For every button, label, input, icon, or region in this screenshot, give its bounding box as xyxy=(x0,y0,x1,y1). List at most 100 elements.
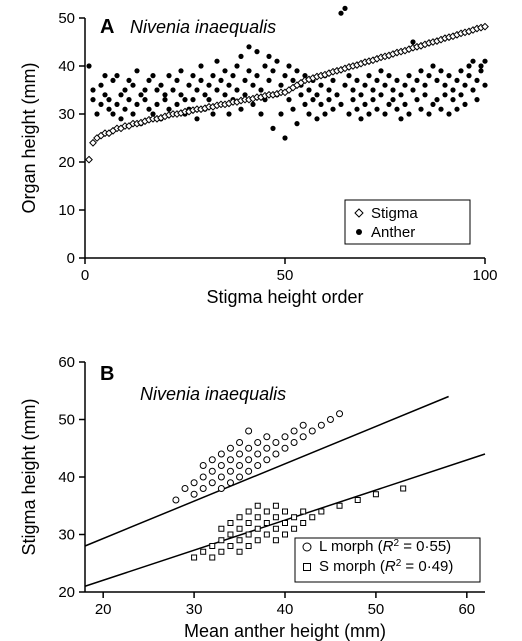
ytick-label: 0 xyxy=(67,250,75,267)
anther-point xyxy=(454,78,459,83)
anther-point xyxy=(306,111,311,116)
anther-point xyxy=(326,97,331,102)
anther-point xyxy=(286,63,291,68)
anther-point xyxy=(230,73,235,78)
S-point xyxy=(246,509,251,514)
S-point xyxy=(255,503,260,508)
ytick-label: 60 xyxy=(58,354,75,371)
L-point xyxy=(255,463,261,469)
anther-point xyxy=(94,111,99,116)
anther-point xyxy=(106,107,111,112)
anther-point xyxy=(438,107,443,112)
L-point xyxy=(227,445,233,451)
anther-point xyxy=(114,102,119,107)
anther-point xyxy=(482,83,487,88)
L-point xyxy=(309,428,315,434)
xtick-label: 100 xyxy=(472,267,497,284)
anther-point xyxy=(422,92,427,97)
legend-anther-icon xyxy=(356,229,362,235)
S-point xyxy=(283,521,288,526)
S-point xyxy=(292,526,297,531)
anther-point xyxy=(390,97,395,102)
anther-point xyxy=(434,97,439,102)
anther-point xyxy=(186,83,191,88)
anther-point xyxy=(98,102,103,107)
L-point xyxy=(264,457,270,463)
anther-point xyxy=(342,6,347,11)
anther-point xyxy=(390,87,395,92)
L-point xyxy=(191,491,197,497)
anther-point xyxy=(330,78,335,83)
S-point xyxy=(319,509,324,514)
L-point xyxy=(237,451,243,457)
anther-point xyxy=(478,63,483,68)
L-point xyxy=(237,463,243,469)
L-point xyxy=(337,411,343,417)
anther-point xyxy=(406,73,411,78)
legend-pre: L morph ( xyxy=(319,538,383,555)
anther-point xyxy=(138,92,143,97)
anther-point xyxy=(326,87,331,92)
anther-point xyxy=(470,59,475,64)
anther-point xyxy=(366,73,371,78)
S-point xyxy=(246,521,251,526)
S-point xyxy=(246,544,251,549)
anther-point xyxy=(346,73,351,78)
anther-point xyxy=(190,73,195,78)
anther-point xyxy=(442,92,447,97)
anther-point xyxy=(398,116,403,121)
xtick-label: 50 xyxy=(277,267,294,284)
ytick-label: 40 xyxy=(58,58,75,75)
legend-R: R xyxy=(383,538,394,555)
anther-point xyxy=(482,59,487,64)
L-point xyxy=(255,451,261,457)
anther-point xyxy=(178,68,183,73)
anther-point xyxy=(202,92,207,97)
legend-L-icon xyxy=(303,543,311,551)
S-point xyxy=(219,549,224,554)
anther-point xyxy=(198,78,203,83)
ytick-label: 30 xyxy=(58,106,75,123)
L-point xyxy=(246,445,252,451)
xtick-label: 30 xyxy=(186,601,203,618)
L-point xyxy=(218,486,224,492)
anther-point xyxy=(170,87,175,92)
anther-point xyxy=(98,83,103,88)
L-point xyxy=(327,417,333,423)
legend-item-label: S morph (R2 = 0·49) xyxy=(319,558,453,576)
xtick-label: 20 xyxy=(95,601,112,618)
legend-pre: S morph ( xyxy=(319,558,385,575)
anther-point xyxy=(362,102,367,107)
S-point xyxy=(273,503,278,508)
anther-point xyxy=(274,59,279,64)
anther-point xyxy=(282,135,287,140)
L-point xyxy=(227,457,233,463)
L-point xyxy=(237,474,243,480)
anther-point xyxy=(86,63,91,68)
L-point xyxy=(173,497,179,503)
anther-point xyxy=(238,107,243,112)
L-point xyxy=(246,428,252,434)
S-point xyxy=(301,521,306,526)
anther-point xyxy=(330,107,335,112)
anther-point xyxy=(386,102,391,107)
anther-point xyxy=(426,111,431,116)
anther-point xyxy=(154,87,159,92)
anther-point xyxy=(246,68,251,73)
anther-point xyxy=(294,68,299,73)
anther-point xyxy=(134,68,139,73)
L-point xyxy=(209,480,215,486)
ytick-label: 20 xyxy=(58,154,75,171)
L-point xyxy=(227,468,233,474)
anther-point xyxy=(442,83,447,88)
anther-point xyxy=(214,87,219,92)
anther-point xyxy=(258,87,263,92)
anther-point xyxy=(394,78,399,83)
anther-point xyxy=(226,83,231,88)
S-point xyxy=(210,544,215,549)
anther-point xyxy=(110,111,115,116)
L-point xyxy=(209,457,215,463)
L-point xyxy=(255,440,261,446)
anther-point xyxy=(126,78,131,83)
anther-point xyxy=(174,78,179,83)
